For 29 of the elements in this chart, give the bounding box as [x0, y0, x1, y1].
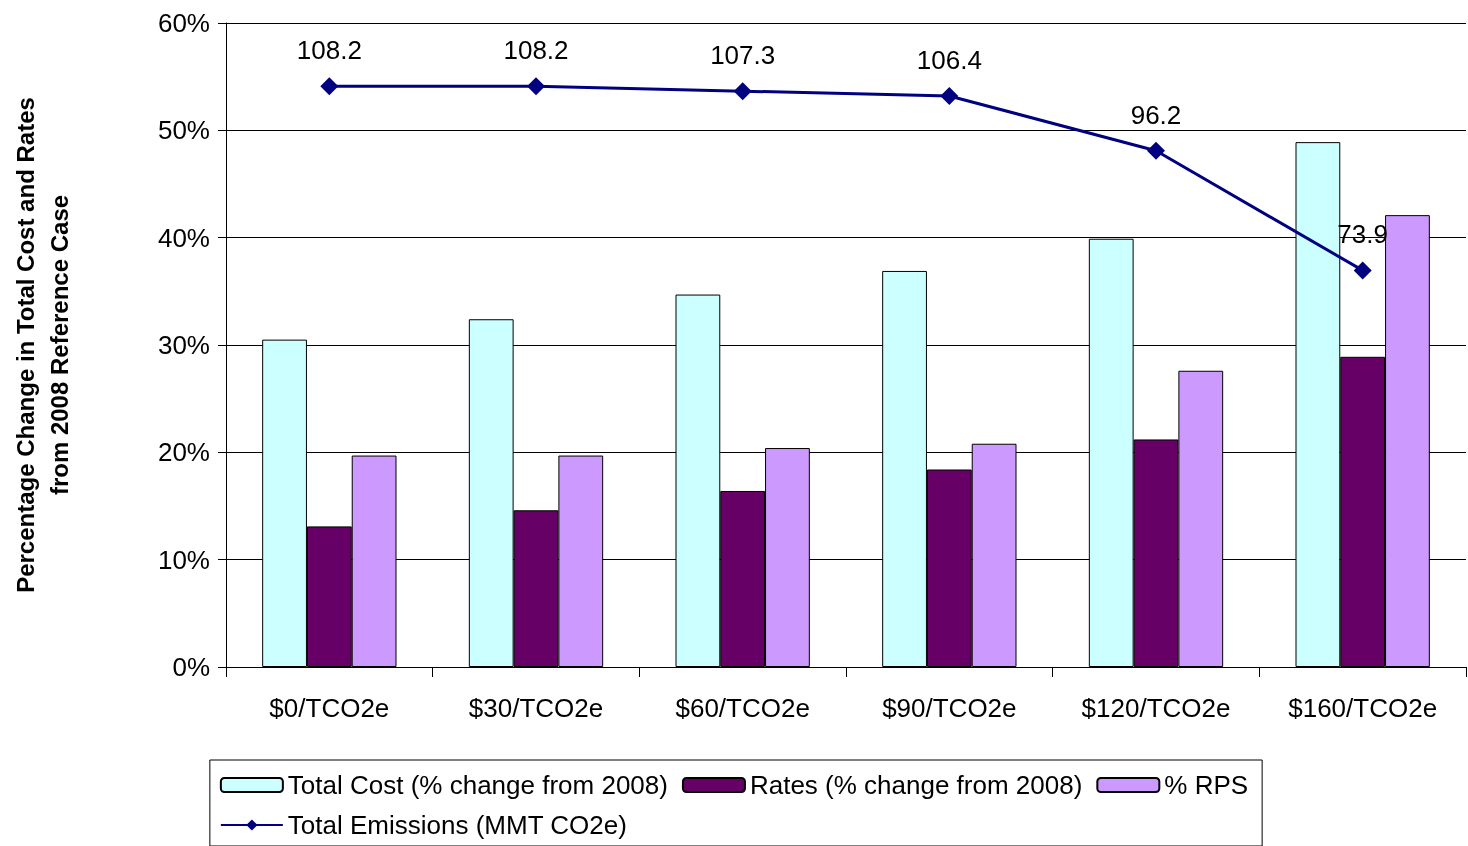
y-tick-label: 60%: [157, 8, 210, 38]
y-tick-label: 20%: [157, 437, 210, 468]
legend-label: Rates (% change from 2008): [749, 770, 1083, 800]
y-tick-label: 50%: [157, 115, 210, 146]
data-label: 96.2: [1130, 99, 1182, 130]
point: [1353, 261, 1372, 280]
point: [940, 86, 959, 105]
y-tick-label: 30%: [157, 330, 210, 360]
x-tick-label: $90/TCO2e: [882, 693, 1017, 723]
data-label: 107.3: [710, 40, 776, 71]
data-label: 108.2: [296, 35, 362, 66]
x-tick-label: $160/TCO2e: [1288, 693, 1438, 723]
x-tick-label: $30/TCO2e: [468, 693, 604, 723]
point: [527, 77, 545, 96]
data-label: 106.4: [916, 44, 982, 75]
point: [320, 77, 339, 96]
x-tick-label: $60/TCO2e: [675, 693, 810, 723]
x-tick-label: $120/TCO2e: [1081, 693, 1231, 723]
legend-label: Total Cost (% change from 2008): [287, 770, 668, 800]
point: [733, 82, 752, 101]
y-axis-title: Percentage Change in Total Cost and Rates from 2008 Reference Case: [11, 97, 73, 593]
y-tick-label: 10%: [157, 544, 210, 575]
y-tick-label: 40%: [157, 222, 210, 253]
x-tick-label: $0/TCO2e: [269, 693, 390, 723]
data-label: 108.2: [503, 35, 569, 66]
legend-label: % RPS: [1164, 770, 1249, 800]
y-tick-label: 0%: [172, 652, 210, 682]
point: [1147, 141, 1165, 160]
legend-label: Total Emissions (MMT CO2e): [287, 810, 627, 840]
